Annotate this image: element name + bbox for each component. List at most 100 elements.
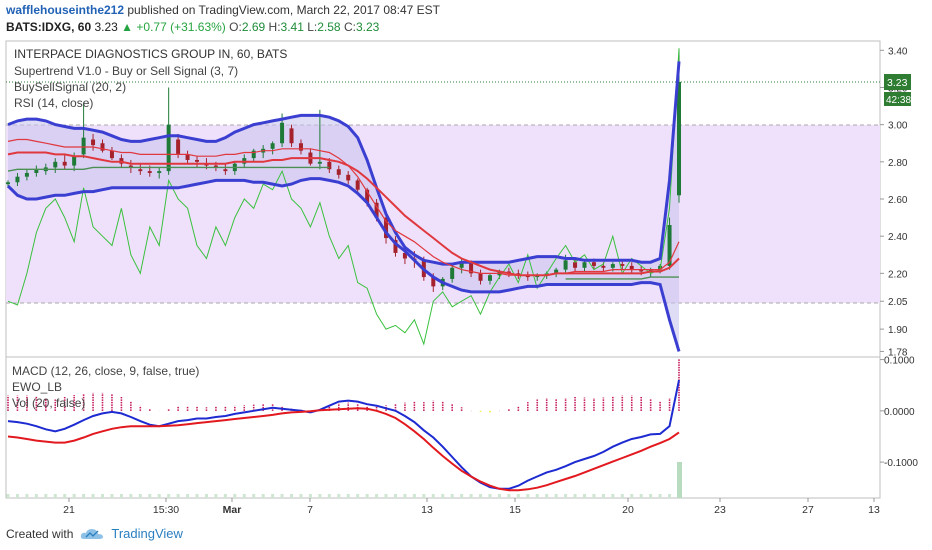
close-value: 3.23 [355,20,380,34]
candle-body [100,143,105,151]
time-tick-label: 27 [802,504,814,516]
volume-bar [592,494,596,498]
candle-body [563,260,568,270]
volume-bar [290,494,294,498]
bollinger-fill [8,61,679,352]
fast-average-line [7,138,680,276]
price-tick-label: 2.40 [888,232,908,243]
price-tick-label: 2.20 [888,269,908,280]
tradingview-brand[interactable]: TradingView [111,526,183,541]
volume-bar [469,494,473,498]
volume-bars [6,462,682,498]
candle-body [393,239,398,253]
price-axis: 3.403.203.002.802.602.402.202.051.901.78 [880,46,908,358]
footer: Created with TradingView [6,526,183,541]
last-price-badge-text: 3.23 [887,77,908,89]
candle-body [554,269,559,274]
candle-body [251,150,256,159]
symbol-line: BATS:IDXG, 60 3.23 ▲ +0.77 (+31.63%) O:2… [6,20,379,34]
candle-body [166,124,171,172]
macd-tick-label: -0.1000 [884,458,918,469]
candle-body [6,182,10,185]
macd-pane [6,358,682,498]
volume-bar [53,494,57,498]
candle-body [620,264,625,266]
volume-bar [214,494,218,498]
volume-bar [148,494,152,498]
volume-bar [393,494,397,498]
candle-body [431,277,436,287]
volume-bar [412,494,416,498]
username-link[interactable]: wafflehouseinthe212 [6,3,125,17]
tradingview-cloud-icon [81,528,104,539]
price-tick-label: 1.90 [888,325,908,336]
legend-supertrend: Supertrend V1.0 - Buy or Sell Signal (3,… [14,64,238,78]
bollinger-upper [7,61,681,266]
volume-bar [441,494,445,498]
candle-body [176,139,181,155]
close-label: C: [343,20,356,34]
candle-body [53,161,58,168]
volume-bar [101,494,105,498]
candle-body [374,202,379,218]
candle-body [487,275,492,281]
volume-bar [119,494,123,498]
candle-body [213,165,218,168]
candle-body [355,180,360,190]
candle-body [185,154,190,160]
volume-bar [157,494,161,498]
macd-tick-label: 0.0000 [884,407,915,418]
volume-bar [649,494,653,498]
supertrend-line [7,166,679,280]
last-price-badge [884,74,911,90]
price-tick-label: 2.60 [888,195,908,206]
time-tick-label: 21 [63,504,75,516]
legend-macd: MACD (12, 26, close, 9, false, true) [12,364,199,378]
volume-bar [176,494,180,498]
candle-body [667,225,672,266]
volume-bar [620,494,624,498]
price-tick-label: 2.05 [888,297,908,308]
candle-body [62,161,67,166]
candle-body [573,262,578,268]
volume-bar [195,494,199,498]
volume-bar [658,494,662,498]
volume-bar [186,494,190,498]
open-value: 2.69 [241,20,266,34]
volume-bar [327,494,331,498]
volume-bar [403,494,407,498]
candle-body [639,269,644,272]
countdown-text: 42:38 [886,95,911,106]
volume-bar [129,494,133,498]
volume-bar [488,494,492,498]
time-tick-label: 13 [421,504,433,516]
volume-bar [233,494,237,498]
candle-body [289,128,294,144]
created-with-text: Created with [6,526,74,541]
candle-body [336,169,341,175]
legend-rsi: RSI (14, close) [14,96,93,110]
volume-bar [25,494,29,498]
candle-body [629,265,634,270]
candle-body [478,273,483,281]
volume-bar [450,494,454,498]
volume-bar [167,494,171,498]
candle-body [317,161,322,164]
candle-body [459,262,464,268]
volume-bar [138,494,142,498]
candle-body [72,156,77,166]
candle-body [582,262,587,268]
volume-bar [271,494,275,498]
volume-bar [82,494,86,498]
volume-bar [573,494,577,498]
volume-bar [242,494,246,498]
legend-buysell: BuySellSignal (20, 2) [14,80,126,94]
time-tick-label: 13 [868,504,880,516]
volume-bar [110,494,114,498]
volume-bar [204,494,208,498]
time-tick-label: Mar [223,504,242,516]
price-tick-label: 1.78 [888,347,908,358]
chart-canvas[interactable]: INTERPACE DIAGNOSTICS GROUP IN, 60, BATS… [0,37,932,523]
candle-body [15,176,20,183]
candle-body [298,143,303,151]
